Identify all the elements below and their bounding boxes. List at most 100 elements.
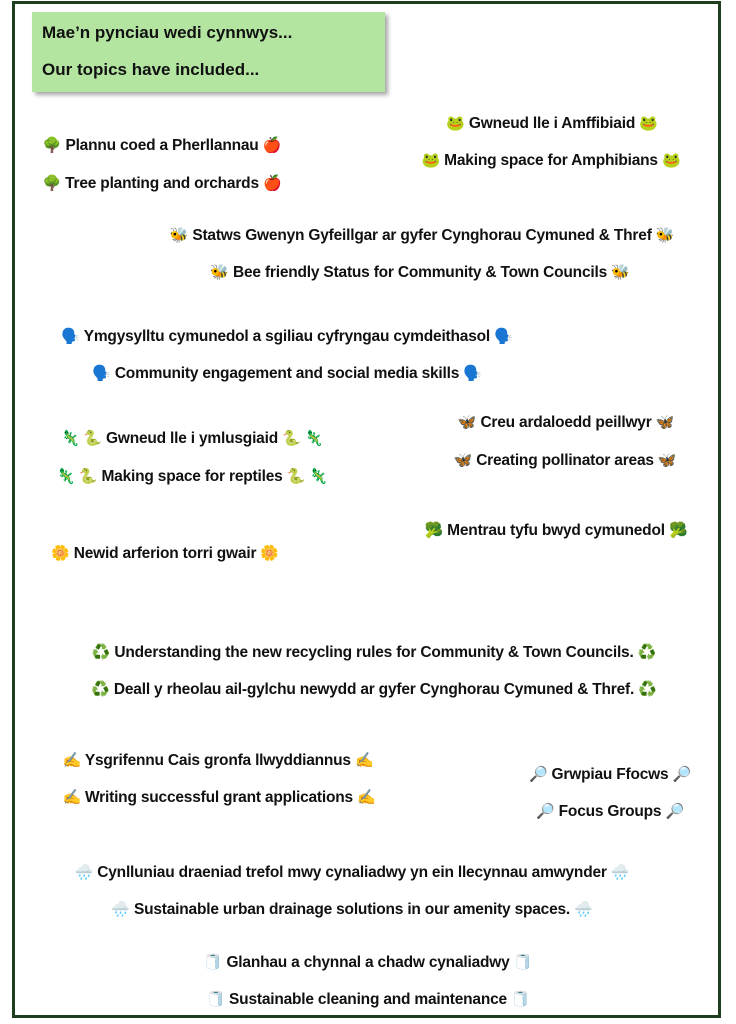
topic-item: 🐸 Making space for Amphibians 🐸 — [191, 150, 736, 172]
bee-icon: 🐝 — [655, 227, 675, 244]
topic-text: Cynlluniau draeniad trefol mwy cynaliadw… — [97, 864, 607, 881]
topic-item: ✍️ Ysgrifennu Cais gronfa llwyddiannus ✍… — [0, 750, 578, 772]
topic-item: 🌳 Tree planting and orchards 🍎 — [0, 173, 522, 195]
lizard-snake-icon: 🦎 🐍 — [60, 430, 102, 447]
topic-item: 🐸 Gwneud lle i Amffibiaid 🐸 — [192, 113, 736, 135]
recycle-icon: ♻️ — [91, 681, 110, 698]
topic-text: Newid arferion torri gwair — [73, 545, 257, 562]
topic-item: 🌳 Plannu coed a Pherllannau 🍎 — [0, 135, 522, 157]
topic-item: 🌧️ Sustainable urban drainage solutions … — [0, 899, 712, 921]
topic-item: ✍️ Writing successful grant applications… — [0, 787, 579, 809]
topic-item: ♻️ Understanding the new recycling rules… — [14, 642, 734, 664]
flower-icon: 🌼 — [51, 545, 70, 562]
butterfly-icon: 🦋 — [655, 414, 675, 431]
toilet-roll-icon: 🧻 — [203, 954, 223, 971]
magnifier-icon: 🔎 — [528, 766, 548, 783]
frog-icon: 🐸 — [661, 152, 681, 169]
topic-item: 🦎 🐍 Gwneud lle i ymlusgiaid 🐍 🦎 — [0, 428, 552, 450]
topic-item: 🔎 Grwpiau Ffocws 🔎 — [250, 764, 736, 786]
lizard-snake-icon: 🐍 🦎 — [282, 430, 324, 447]
tree-icon: 🌳 — [42, 137, 62, 154]
topic-item: 🦋 Creating pollinator areas 🦋 — [205, 450, 736, 472]
lizard-snake-icon: 🐍 🦎 — [286, 468, 328, 485]
topic-text: Bee friendly Status for Community & Town… — [233, 264, 607, 281]
topic-item: 🗣️ Community engagement and social media… — [0, 363, 647, 385]
broccoli-icon: 🥦 — [668, 522, 688, 539]
butterfly-icon: 🦋 — [657, 452, 677, 469]
flower-icon: 🌼 — [260, 545, 279, 562]
tree-icon: 🍎 — [262, 137, 282, 154]
tree-icon: 🌳 — [42, 175, 62, 192]
speaking-head-icon: 🗣️ — [494, 328, 513, 345]
rain-cloud-icon: 🌧️ — [574, 901, 593, 918]
topic-item: 🧻 Sustainable cleaning and maintenance 🧻 — [8, 989, 728, 1011]
topic-item: ♻️ Deall y rheolau ail-gylchu newydd ar … — [14, 679, 734, 701]
speaking-head-icon: 🗣️ — [463, 365, 482, 382]
recycle-icon: ♻️ — [91, 644, 111, 661]
topic-item: 🐝 Statws Gwenyn Gyfeillgar ar gyfer Cyng… — [62, 225, 736, 247]
rain-cloud-icon: 🌧️ — [111, 901, 130, 918]
topic-text: Statws Gwenyn Gyfeillgar ar gyfer Cyngho… — [192, 227, 652, 244]
header-welsh: Mae’n pynciau wedi cynnwys... — [42, 23, 293, 42]
frog-icon: 🐸 — [421, 152, 441, 169]
topic-item: 🦋 Creu ardaloedd peillwyr 🦋 — [206, 412, 736, 434]
topic-item: 🧻 Glanhau a chynnal a chadw cynaliadwy 🧻 — [8, 952, 728, 974]
butterfly-icon: 🦋 — [457, 414, 477, 431]
rain-cloud-icon: 🌧️ — [610, 864, 630, 881]
writing-hand-icon: ✍️ — [62, 752, 82, 769]
bee-icon: 🐝 — [611, 264, 630, 281]
topic-text: Creu ardaloedd peillwyr — [480, 414, 652, 431]
bee-icon: 🐝 — [210, 264, 229, 281]
topic-text: Creating pollinator areas — [476, 452, 654, 469]
topic-item: 🌧️ Cynlluniau draeniad trefol mwy cynali… — [0, 862, 712, 884]
topic-text: Gwneud lle i Amffibiaid — [468, 115, 636, 132]
speaking-head-icon: 🗣️ — [61, 328, 80, 345]
header-english: Our topics have included... — [42, 60, 260, 79]
topic-text: Grwpiau Ffocws — [551, 766, 669, 783]
topic-item: 🌼 Newid arferion torri gwair 🌼 — [0, 543, 525, 565]
topic-text: Plannu coed a Pherllannau — [65, 137, 259, 154]
topic-text: Gwneud lle i ymlusgiaid — [106, 430, 278, 447]
frog-icon: 🐸 — [446, 115, 465, 132]
magnifier-icon: 🔎 — [665, 803, 684, 820]
broccoli-icon: 🥦 — [424, 522, 444, 539]
header-box: Mae’n pynciau wedi cynnwys... Our topics… — [32, 12, 385, 92]
topic-text: Deall y rheolau ail-gylchu newydd ar gyf… — [113, 681, 635, 698]
toilet-roll-icon: 🧻 — [513, 954, 533, 971]
frog-icon: 🐸 — [639, 115, 658, 132]
writing-hand-icon: ✍️ — [354, 752, 374, 769]
topic-text: Mentrau tyfu bwyd cymunedol — [447, 522, 665, 539]
toilet-roll-icon: 🧻 — [511, 991, 530, 1008]
topic-text: Making space for Amphibians — [444, 152, 658, 169]
lizard-snake-icon: 🦎 🐍 — [56, 468, 98, 485]
magnifier-icon: 🔎 — [536, 803, 555, 820]
topic-text: Tree planting and orchards — [65, 175, 259, 192]
topic-text: Making space for reptiles — [101, 468, 283, 485]
topic-text: Community engagement and social media sk… — [114, 365, 460, 382]
writing-hand-icon: ✍️ — [62, 789, 81, 806]
butterfly-icon: 🦋 — [453, 452, 473, 469]
recycle-icon: ♻️ — [637, 644, 657, 661]
speaking-head-icon: 🗣️ — [92, 365, 111, 382]
topic-text: Ymgysylltu cymunedol a sgiliau cyfryngau… — [83, 328, 491, 345]
page-border — [12, 1, 721, 1018]
topic-text: Understanding the new recycling rules fo… — [114, 644, 634, 661]
toilet-roll-icon: 🧻 — [206, 991, 225, 1008]
topic-item: 🦎 🐍 Making space for reptiles 🐍 🦎 — [0, 466, 552, 488]
topic-text: Glanhau a chynnal a chadw cynaliadwy — [226, 954, 510, 971]
magnifier-icon: 🔎 — [672, 766, 692, 783]
topic-item: 🔎 Focus Groups 🔎 — [250, 801, 736, 823]
topic-text: Sustainable cleaning and maintenance — [229, 991, 507, 1008]
topic-item: 🗣️ Ymgysylltu cymunedol a sgiliau cyfryn… — [0, 326, 647, 348]
writing-hand-icon: ✍️ — [357, 789, 376, 806]
rain-cloud-icon: 🌧️ — [74, 864, 94, 881]
tree-icon: 🍎 — [262, 175, 282, 192]
topic-item: 🥦 Mentrau tyfu bwyd cymunedol 🥦 — [196, 520, 736, 542]
topic-text: Writing successful grant applications — [85, 789, 353, 806]
topic-text: Sustainable urban drainage solutions in … — [133, 901, 571, 918]
topic-item: 🐝 Bee friendly Status for Community & To… — [60, 262, 736, 284]
bee-icon: 🐝 — [169, 227, 189, 244]
topic-text: Focus Groups — [558, 803, 662, 820]
recycle-icon: ♻️ — [638, 681, 657, 698]
topic-text: Ysgrifennu Cais gronfa llwyddiannus — [84, 752, 351, 769]
